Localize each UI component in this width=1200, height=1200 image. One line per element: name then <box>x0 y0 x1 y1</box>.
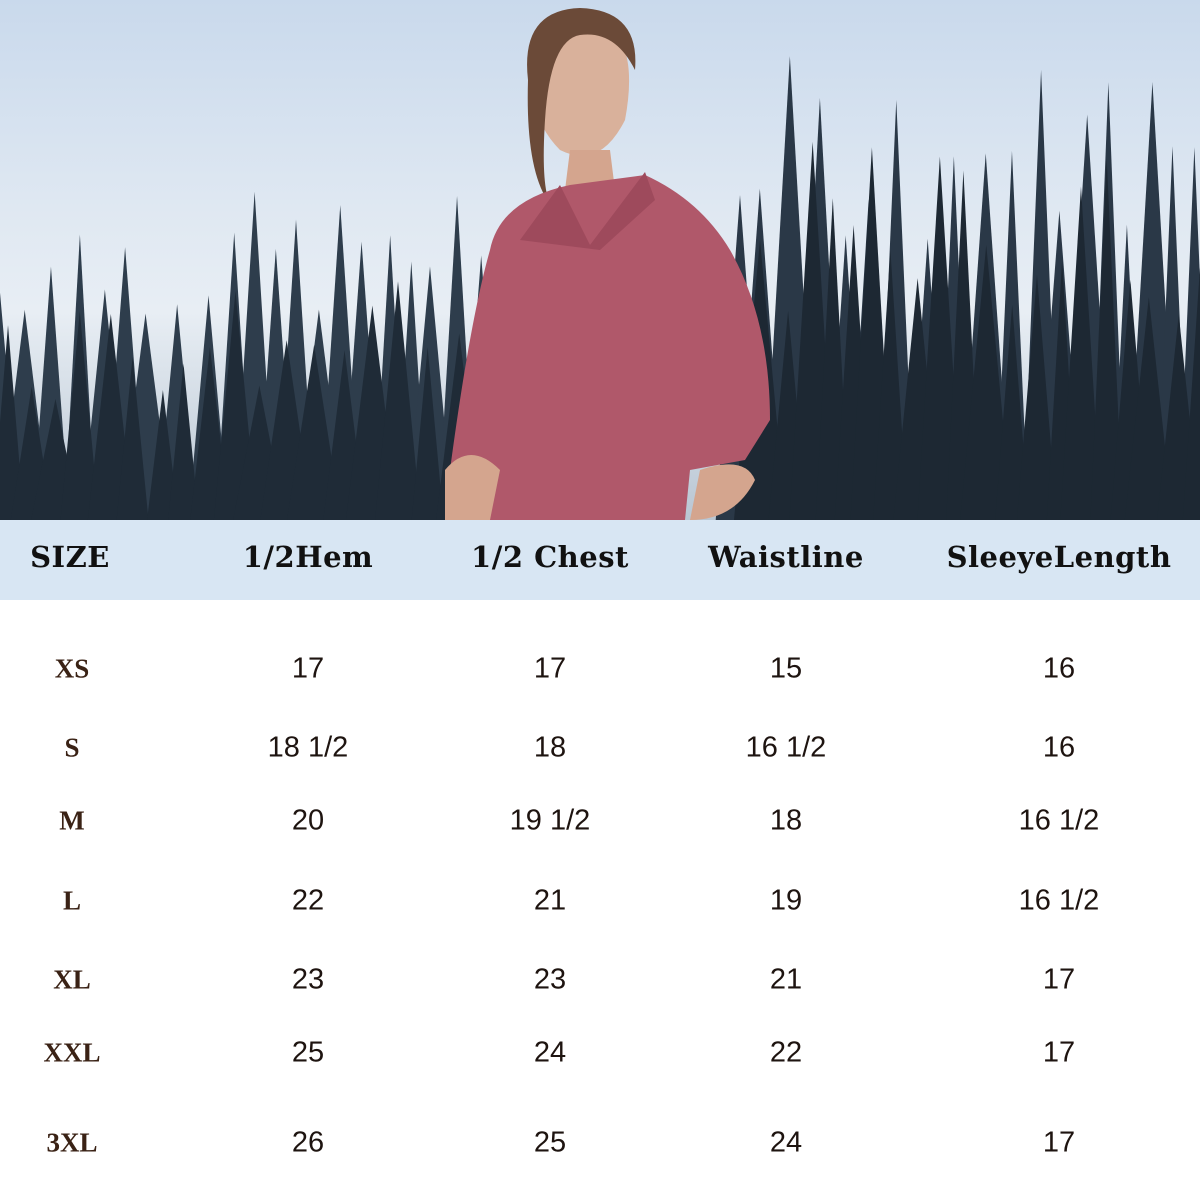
tree <box>0 325 25 520</box>
hair <box>527 8 636 210</box>
measurement-cell: 17 <box>291 652 325 685</box>
collar <box>520 172 655 250</box>
measurement-cell: 23 <box>533 963 567 996</box>
measurement-cell: 19 1/2 <box>509 804 591 837</box>
measurement-cell: 25 <box>291 1036 325 1069</box>
measurement-cell: 17 <box>533 652 567 685</box>
column-header: Waistline <box>708 540 864 574</box>
size-label: XL <box>53 964 91 995</box>
measurement-cell: 16 1/2 <box>1018 884 1100 917</box>
tree <box>168 363 199 520</box>
column-header: 1/2Hem <box>242 540 374 574</box>
size-label: M <box>59 805 85 836</box>
tree <box>147 390 179 520</box>
tree <box>116 356 149 520</box>
measurement-cell: 18 <box>533 731 567 764</box>
size-label: 3XL <box>46 1127 98 1158</box>
shirt <box>450 175 770 520</box>
tree <box>60 311 100 520</box>
measurement-cell: 20 <box>291 804 325 837</box>
column-header: SIZE <box>30 540 110 574</box>
forest-scene <box>0 8 1200 520</box>
tree <box>375 281 421 520</box>
tree <box>873 249 908 520</box>
tree <box>1182 267 1200 520</box>
hand <box>445 455 500 520</box>
measurement-cell: 17 <box>1042 1036 1076 1069</box>
tree <box>287 344 342 520</box>
tree <box>1016 274 1058 520</box>
tree <box>411 347 444 520</box>
measurement-cell: 18 <box>769 804 803 837</box>
measurement-cell: 21 <box>769 963 803 996</box>
measurement-cell: 16 <box>1042 652 1076 685</box>
neck <box>565 150 615 190</box>
tree <box>1090 157 1124 520</box>
product-photo <box>0 0 1200 520</box>
size-label: XXL <box>43 1037 101 1068</box>
measurement-cell: 16 1/2 <box>1018 804 1100 837</box>
column-header: SleeyeLength <box>946 540 1172 574</box>
measurement-cell: 15 <box>769 652 803 685</box>
measurement-cell: 16 <box>1042 731 1076 764</box>
measurement-cell: 17 <box>1042 1126 1076 1159</box>
column-header: 1/2 Chest <box>471 540 629 574</box>
measurement-cell: 25 <box>533 1126 567 1159</box>
measurement-cell: 24 <box>533 1036 567 1069</box>
measurement-cell: 23 <box>291 963 325 996</box>
measurement-cell: 22 <box>291 884 325 917</box>
tree <box>995 304 1030 520</box>
hand <box>690 464 755 520</box>
measurement-cell: 24 <box>769 1126 803 1159</box>
measurement-cell: 19 <box>769 884 803 917</box>
measurement-cell: 16 1/2 <box>745 731 827 764</box>
measurement-cell: 21 <box>533 884 567 917</box>
size-label: S <box>64 732 80 763</box>
measurement-cell: 22 <box>769 1036 803 1069</box>
tree <box>1060 186 1102 520</box>
measurement-cell: 18 1/2 <box>267 731 349 764</box>
measurement-cell: 17 <box>1042 963 1076 996</box>
tree <box>960 244 1013 520</box>
size-label: L <box>62 885 82 916</box>
measurement-cell: 26 <box>291 1126 325 1159</box>
tree <box>1124 297 1173 520</box>
table-header <box>0 520 1200 600</box>
size-label: XS <box>54 653 90 684</box>
